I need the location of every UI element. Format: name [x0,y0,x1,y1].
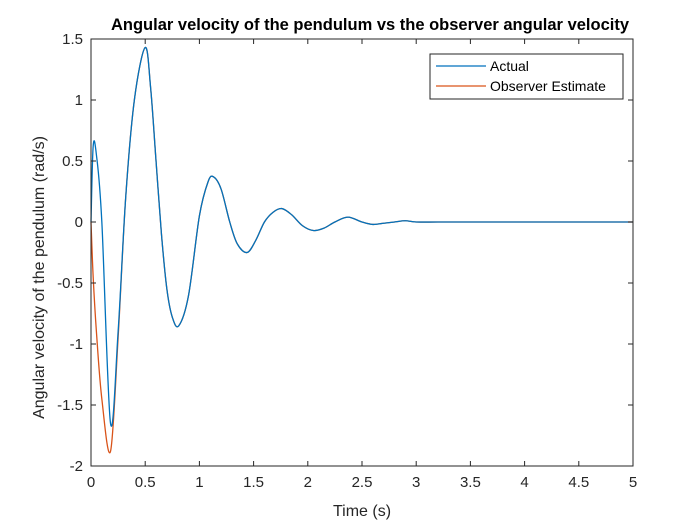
y-axis-label: Angular velocity of the pendulum (rad/s) [31,136,48,419]
x-tick-label: 1.5 [243,474,264,491]
x-tick-label: 1 [195,474,203,491]
x-tick-label: 2.5 [352,474,373,491]
plot-area [91,39,633,466]
x-tick-label: 4.5 [568,474,589,491]
x-tick-label: 0 [87,474,95,491]
x-tick-label: 4 [520,474,528,491]
series-layer [90,46,633,454]
y-tick-label: 1.5 [62,31,83,48]
series-line-actual [90,46,633,427]
y-tick-label: -0.5 [57,275,83,292]
y-tick-label: 0 [75,214,83,231]
y-tick-label: -2 [70,458,83,475]
legend-label-actual: Actual [490,58,529,74]
x-tick-label: 3 [412,474,420,491]
legend: Actual Observer Estimate [429,53,624,100]
x-axis-label: Time (s) [333,503,391,520]
chart-title: Angular velocity of the pendulum vs the … [111,16,630,34]
y-tick-label: -1.5 [57,397,83,414]
x-tick-label: 2 [304,474,312,491]
legend-label-observer-estimate: Observer Estimate [490,78,606,94]
y-tick-label: 0.5 [62,153,83,170]
legend-box [429,53,624,100]
y-tick-label: 1 [75,92,83,109]
x-tick-label: 0.5 [135,474,156,491]
y-tick-label: -1 [70,336,83,353]
x-tick-label: 3.5 [460,474,481,491]
tick-layer: 0 0.5 1 1.5 2 2.5 3 3.5 4 4.5 5 -2 -1.5 -1 -0.5 0 0.5 1 1.… [57,31,637,491]
x-tick-label: 5 [629,474,637,491]
